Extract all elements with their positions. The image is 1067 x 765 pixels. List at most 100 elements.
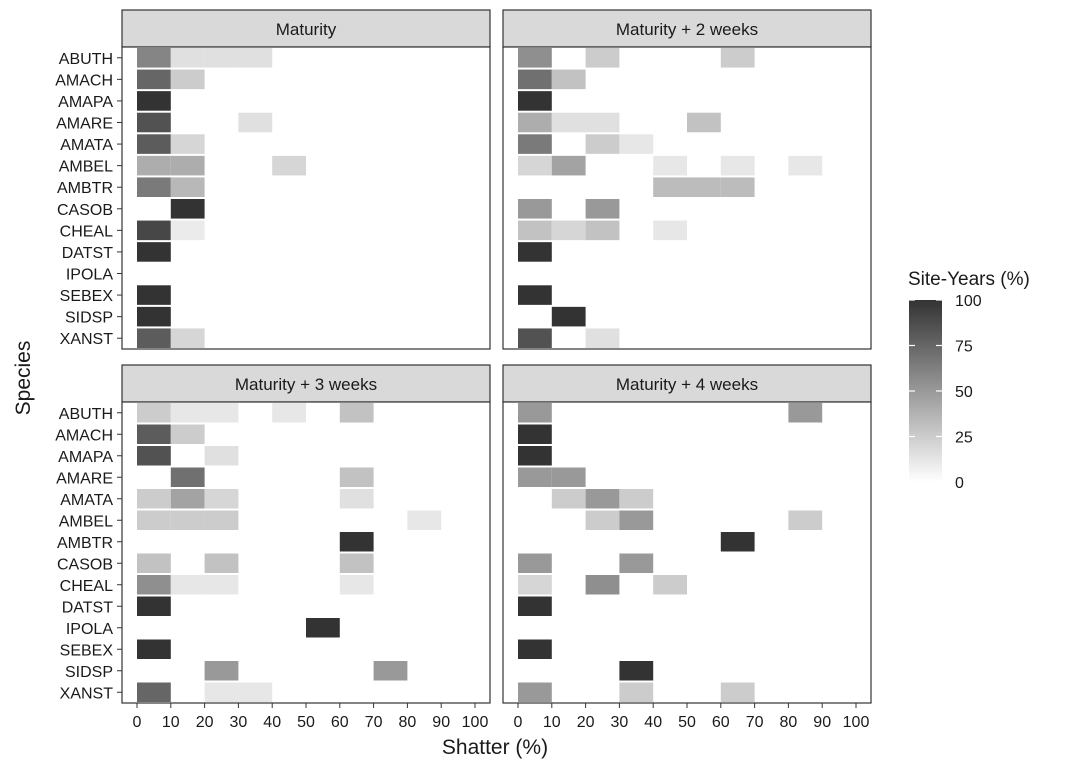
legend-tick-label: 100 (955, 293, 982, 310)
x-tick-label: 80 (780, 714, 798, 731)
x-tick-label: 20 (196, 714, 214, 731)
heatmap-cell (137, 510, 171, 530)
axes-layer: Shatter (%) Species (12, 341, 548, 759)
y-tick-label: AMACH (55, 72, 113, 89)
x-tick-label: 100 (462, 714, 489, 731)
heatmap-cell (619, 682, 654, 702)
heatmap-cell (170, 134, 205, 154)
x-tick-label: 90 (813, 714, 831, 731)
heatmap-cell (720, 177, 755, 197)
heatmap-cell (204, 661, 239, 681)
legend-tick-label: 25 (955, 430, 973, 447)
heatmap-cell (653, 155, 687, 176)
x-tick-label: 10 (543, 714, 561, 731)
x-tick-label: 40 (263, 714, 281, 731)
heatmap-cell (687, 177, 721, 197)
heatmap-cell (518, 553, 552, 573)
heatmap-cell (137, 48, 171, 68)
panel-strip (121, 364, 491, 403)
heatmap-cell (238, 112, 273, 133)
y-tick-label: AMAPA (58, 94, 113, 111)
heatmap-cell (170, 199, 205, 219)
y-tick-label: AMARE (56, 116, 113, 133)
heatmap-cell (137, 177, 171, 197)
x-tick-label: 90 (432, 714, 450, 731)
heatmap-cell (687, 112, 721, 133)
y-tick-label: ABUTH (59, 51, 113, 68)
y-tick-label: ABUTH (59, 406, 113, 423)
y-tick-label: CHEAL (60, 578, 113, 595)
panels-layer: Maturity ABUTH AMACH AMAPA AMARE AMATA AMBEL AM… (55, 9, 872, 731)
heatmap-cell (170, 510, 205, 530)
y-tick-label: XANST (60, 685, 114, 702)
heatmap-cell (204, 682, 239, 702)
heatmap-cell (238, 48, 273, 68)
heatmap-cell (137, 134, 171, 154)
legend-title: Site-Years (%) (908, 269, 1030, 290)
y-tick-label: AMATA (60, 137, 113, 154)
heatmap-cell (518, 424, 552, 444)
x-tick-label: 50 (297, 714, 315, 731)
heatmap-cell (339, 467, 374, 487)
panel-3: Maturity + 3 weeks ABUTH AMACH AMAPA AMARE AM… (55, 364, 491, 731)
heatmap-cell (518, 446, 552, 466)
y-tick-label: IPOLA (66, 621, 113, 638)
heatmap-cell (518, 155, 552, 176)
heatmap-cell (585, 575, 620, 595)
heatmap-cell (137, 306, 171, 327)
heatmap-cell (137, 575, 171, 595)
heatmap-cell (272, 155, 306, 176)
heatmap-cell (619, 489, 654, 509)
heatmap-cell (619, 661, 654, 681)
y-tick-label: DATST (62, 245, 113, 262)
y-tick-label: AMACH (55, 427, 113, 444)
heatmap-cell (373, 661, 408, 681)
heatmap-cell (585, 510, 620, 530)
heatmap-cell (585, 134, 620, 154)
x-tick-label: 50 (678, 714, 696, 731)
heatmap-cell (518, 682, 552, 702)
heatmap-cell (720, 155, 755, 176)
heatmap-cell (170, 328, 205, 348)
heatmap-cell (170, 155, 205, 176)
heatmap-cell (339, 553, 374, 573)
heatmap-cell (788, 403, 823, 423)
heatmap-cell (339, 489, 374, 509)
heatmap-cell (720, 48, 755, 68)
panel-title: Maturity + 4 weeks (616, 375, 758, 394)
heatmap-cell (518, 112, 552, 133)
x-tick-label: 30 (611, 714, 629, 731)
heatmap-cell (137, 328, 171, 348)
heatmap-cell (551, 220, 586, 241)
panel-border (121, 46, 491, 350)
y-tick-label: CHEAL (60, 223, 113, 240)
y-tick-label: AMARE (56, 470, 113, 487)
heatmap-cell (518, 575, 552, 595)
x-tick-label: 0 (133, 714, 142, 731)
heatmap-cell (518, 220, 552, 241)
x-tick-label: 70 (746, 714, 764, 731)
y-tick-label: AMBTR (57, 180, 113, 197)
heatmap-cell (137, 242, 171, 262)
heatmap-cell (551, 155, 586, 176)
heatmap-cell (170, 69, 205, 90)
heatmap-cell (137, 69, 171, 90)
heatmap-cell (137, 220, 171, 241)
plot-area (503, 47, 871, 349)
heatmap-cell (551, 306, 586, 327)
heatmap-cell (137, 424, 171, 444)
y-tick-label: XANST (60, 331, 114, 348)
y-tick-label: CASOB (57, 556, 113, 573)
heatmap-cell (619, 510, 654, 530)
panel-title: Maturity + 2 weeks (616, 20, 758, 39)
heatmap-cell (619, 134, 654, 154)
legend-tick-label: 50 (955, 384, 973, 401)
y-tick-label: AMAPA (58, 449, 113, 466)
heatmap-cell (551, 69, 586, 90)
panel-strip (502, 9, 872, 48)
x-axis-title: Shatter (%) (442, 736, 548, 759)
y-tick-label: SEBEX (60, 642, 114, 659)
x-tick-label: 80 (399, 714, 417, 731)
panel-title: Maturity + 3 weeks (235, 375, 377, 394)
heatmap-cell (788, 510, 823, 530)
